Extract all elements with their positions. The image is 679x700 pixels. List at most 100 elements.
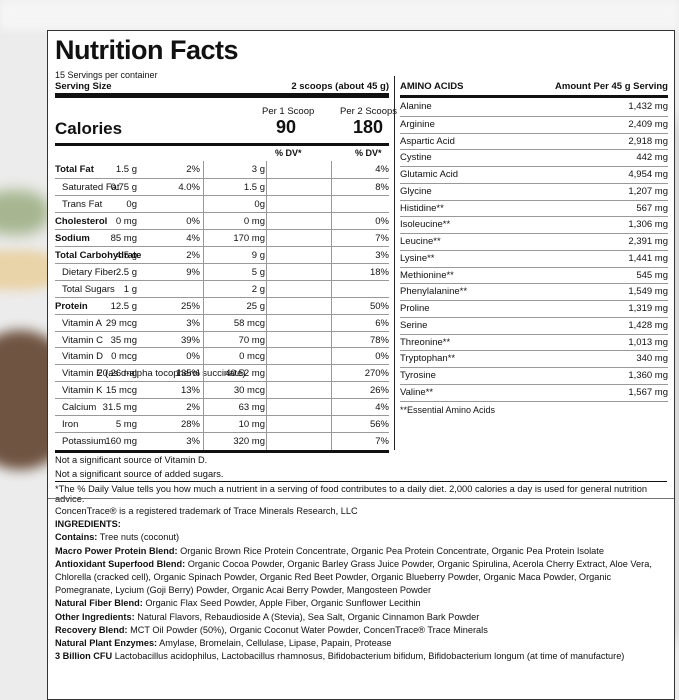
amino-amount: 1,432 mg [628, 101, 668, 112]
amino-row: Threonine** 1,013 mg [400, 333, 668, 352]
amino-name: Glycine [400, 185, 432, 197]
amount-per-2: 58 mcg [233, 317, 265, 329]
serving-size-value: 2 scoops (about 45 g) [291, 81, 389, 92]
amount-per-1: 1 g [123, 283, 137, 295]
ingredient-label: Contains: [55, 532, 98, 543]
amino-row: Proline 1,319 mg [400, 300, 668, 318]
thick-divider [55, 93, 389, 98]
dv-per-2: 0% [375, 351, 389, 363]
amino-name: Leucine** [400, 236, 441, 247]
thick-divider [55, 450, 389, 453]
dv-per-1: 135% [175, 368, 200, 380]
amount-per-1: 12.5 g [110, 300, 137, 312]
amount-per-1: 85 mg [110, 232, 137, 244]
amount-per-1: 20.26 mg [97, 368, 137, 380]
amino-row: Methionine** 545 mg [400, 266, 668, 285]
amino-row: Tyrosine 1,360 mg [400, 367, 668, 385]
amount-per-2: 0 mg [243, 215, 265, 227]
ingredient-line: Natural Fiber Blend: Organic Flax Seed P… [55, 597, 667, 610]
ingredients-section: ConcenTrace® is a registered trademark o… [55, 505, 667, 663]
amino-name: Tryptophan** [400, 353, 456, 365]
nutrient-name: Vitamin K [62, 385, 103, 397]
amino-row: Serine 1,428 mg [400, 316, 668, 335]
dv-per-1: 2% [186, 164, 200, 175]
amino-amount: 4,954 mg [628, 169, 668, 180]
ingredient-label: 3 Billion CFU [55, 651, 113, 662]
amount-per-2: 70 mg [238, 334, 265, 346]
amino-name: Lysine** [400, 252, 435, 264]
serving-size-row: Serving Size 2 scoops (about 45 g) [55, 81, 389, 92]
nutrient-row: Trans Fat 0g 0g [55, 194, 389, 213]
amount-per-2: 25 g [246, 300, 266, 312]
calories-per-1: 90 [276, 117, 297, 137]
amino-name: Phenylalanine** [400, 286, 468, 298]
nutrient-name: Dietary Fiber [62, 266, 117, 278]
nutrient-name: Protein [55, 300, 88, 312]
nutrient-row: Saturated Fat 0.75 g 4.0% 1.5 g 8% [55, 177, 389, 196]
dv-per-1: 4% [186, 232, 200, 244]
dv-per-1: 28% [180, 419, 200, 431]
amino-amount: 1,306 mg [628, 219, 668, 231]
amino-row: Leucine** 2,391 mg [400, 233, 668, 251]
dv-per-2: 0% [375, 215, 389, 227]
dv-per-2: 7% [375, 436, 389, 448]
nutrient-name: Potassium [62, 436, 107, 448]
amount-per-1: 4.5 g [115, 249, 137, 261]
amount-per-2: 30 mcg [233, 385, 265, 397]
amino-name: Arginine [400, 118, 435, 130]
nutrient-row: Vitamin E (as d-alpha tocopherol succina… [55, 364, 389, 382]
ingredient-text: Organic Flax Seed Powder, Apple Fiber, O… [142, 598, 421, 609]
amount-per-1: 29 mcg [105, 317, 137, 329]
amino-amount: 1,207 mg [628, 185, 668, 197]
amino-row: Phenylalanine** 1,549 mg [400, 283, 668, 301]
nutrient-row: Total Carbohydrate 4.5 g 2% 9 g 3% [55, 245, 389, 264]
note-vitamin-d: Not a significant source of Vitamin D. [55, 455, 208, 465]
dv-per-1: 4.0% [178, 181, 200, 193]
amount-per-2: 0 mcg [239, 351, 265, 363]
amount-per-2: 1.5 g [243, 181, 265, 193]
dv-per-2: 4% [375, 402, 389, 414]
dv-per-2: 4% [375, 164, 389, 175]
amount-per-1: 0 mcg [111, 351, 137, 363]
dv-per-1: 13% [180, 385, 200, 397]
amino-row: Isoleucine** 1,306 mg [400, 216, 668, 234]
amount-per-2: 0g [254, 198, 265, 210]
nutrient-name: Vitamin E (as d-alpha tocopherol succina… [62, 368, 246, 380]
nutrient-name: Iron [62, 419, 79, 431]
ingredient-text: Natural Flavors, Rebaudioside A (Stevia)… [134, 611, 480, 622]
ingredient-label: Recovery Blend: [55, 624, 128, 635]
amino-row: Lysine** 1,441 mg [400, 249, 668, 268]
nutrient-name: Total Carbohydrate [55, 249, 142, 261]
amino-amount: 340 mg [636, 353, 668, 365]
amino-name: Glutamic Acid [400, 169, 459, 180]
ingredient-line: Macro Power Protein Blend: Organic Brown… [55, 545, 667, 558]
nutrient-row: Sodium 85 mg 4% 170 mg 7% [55, 228, 389, 247]
section-divider [48, 498, 674, 499]
dv-per-1: 0% [186, 351, 200, 363]
amount-per-2: 10 mg [238, 419, 265, 431]
dv-per-2: 50% [369, 300, 389, 312]
amino-row: Histidine** 567 mg [400, 199, 668, 218]
nutrient-name: Vitamin C [62, 334, 104, 346]
thick-divider [400, 95, 668, 98]
nutrient-row: Calcium 31.5 mg 2% 63 mg 4% [55, 398, 389, 416]
nutrient-row: Iron 5 mg 28% 10 mg 56% [55, 415, 389, 433]
nutrient-name: Cholesterol [55, 215, 108, 227]
amino-name: Tyrosine [400, 370, 436, 381]
note-added-sugars: Not a significant source of added sugars… [55, 469, 224, 479]
amino-row: Arginine 2,409 mg [400, 115, 668, 134]
amount-per-1: 2.5 g [115, 266, 137, 278]
nutrition-label-panel: Nutrition Facts 15 Servings per containe… [47, 30, 675, 700]
serving-size-label: Serving Size [55, 81, 112, 92]
amino-amount: 442 mg [636, 152, 668, 164]
ingredient-label: Natural Fiber Blend: [55, 598, 143, 609]
dv-per-1: 2% [186, 402, 200, 414]
dv-per-2: 78% [369, 334, 389, 346]
nutrient-row: Vitamin K 15 mcg 13% 30 mcg 26% [55, 381, 389, 399]
divider [55, 481, 667, 482]
nutrition-facts-title: Nutrition Facts [55, 35, 239, 65]
amino-row: Valine** 1,567 mg [400, 383, 668, 402]
ingredient-line: 3 Billion CFU Lactobacillus acidophilus,… [55, 650, 667, 663]
amount-per-2: 3 g [251, 164, 265, 175]
amount-per-2: 320 mg [233, 436, 265, 448]
